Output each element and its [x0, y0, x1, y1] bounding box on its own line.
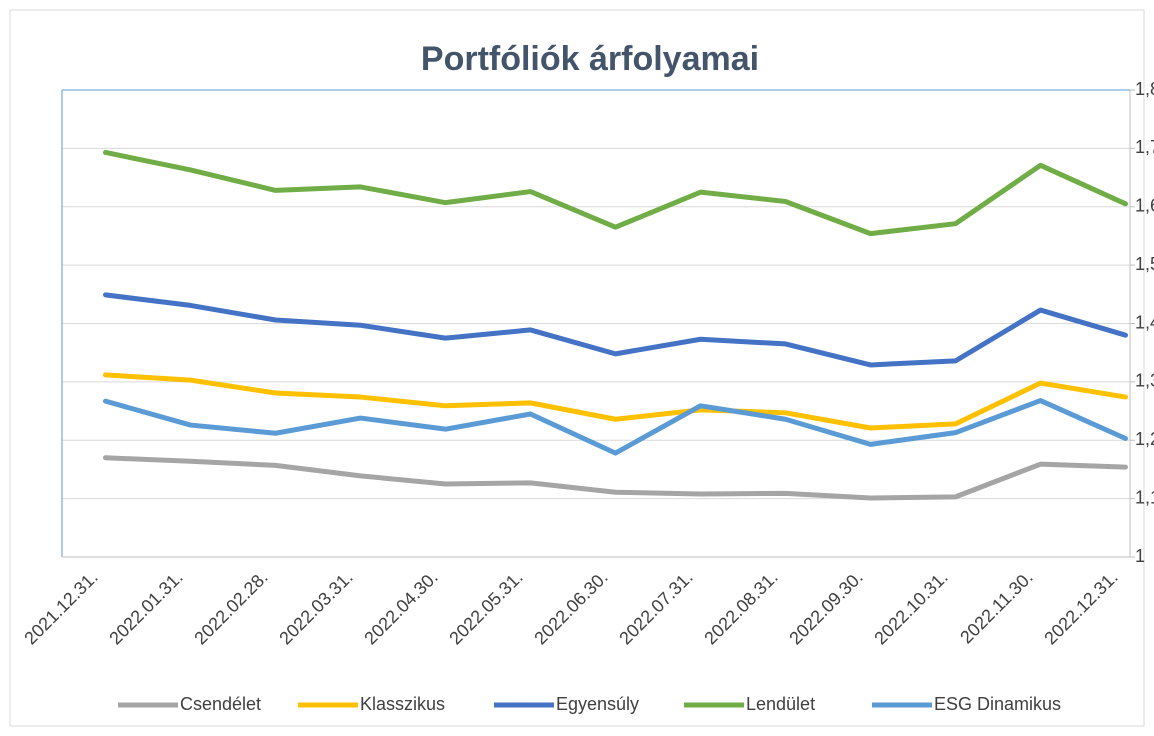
chart-border [9, 9, 1145, 727]
line-series [103, 455, 1128, 501]
legend-label: ESG Dinamikus [934, 694, 1061, 714]
legend-label: Csendélet [180, 694, 261, 714]
y-tick-label: 1,6 [1135, 196, 1154, 216]
y-tick-label: 1,3 [1135, 371, 1154, 391]
y-tick-label: 1,1 [1135, 487, 1154, 507]
line-series [103, 398, 1128, 456]
y-tick-label: 1,2 [1135, 429, 1154, 449]
legend-label: Klasszikus [360, 694, 445, 714]
legend-label: Egyensúly [556, 694, 639, 714]
chart-title: Portfóliók árfolyamai [421, 40, 759, 78]
legend-label: Lendület [746, 694, 815, 714]
line-series [103, 149, 1128, 237]
line-series [103, 292, 1128, 368]
y-tick-label: 1 [1135, 546, 1145, 566]
y-tick-label: 1,8 [1135, 79, 1154, 99]
y-tick-label: 1,7 [1135, 137, 1154, 157]
y-tick-label: 1,5 [1135, 254, 1154, 274]
y-tick-label: 1,4 [1135, 312, 1154, 332]
line-series [103, 372, 1128, 431]
